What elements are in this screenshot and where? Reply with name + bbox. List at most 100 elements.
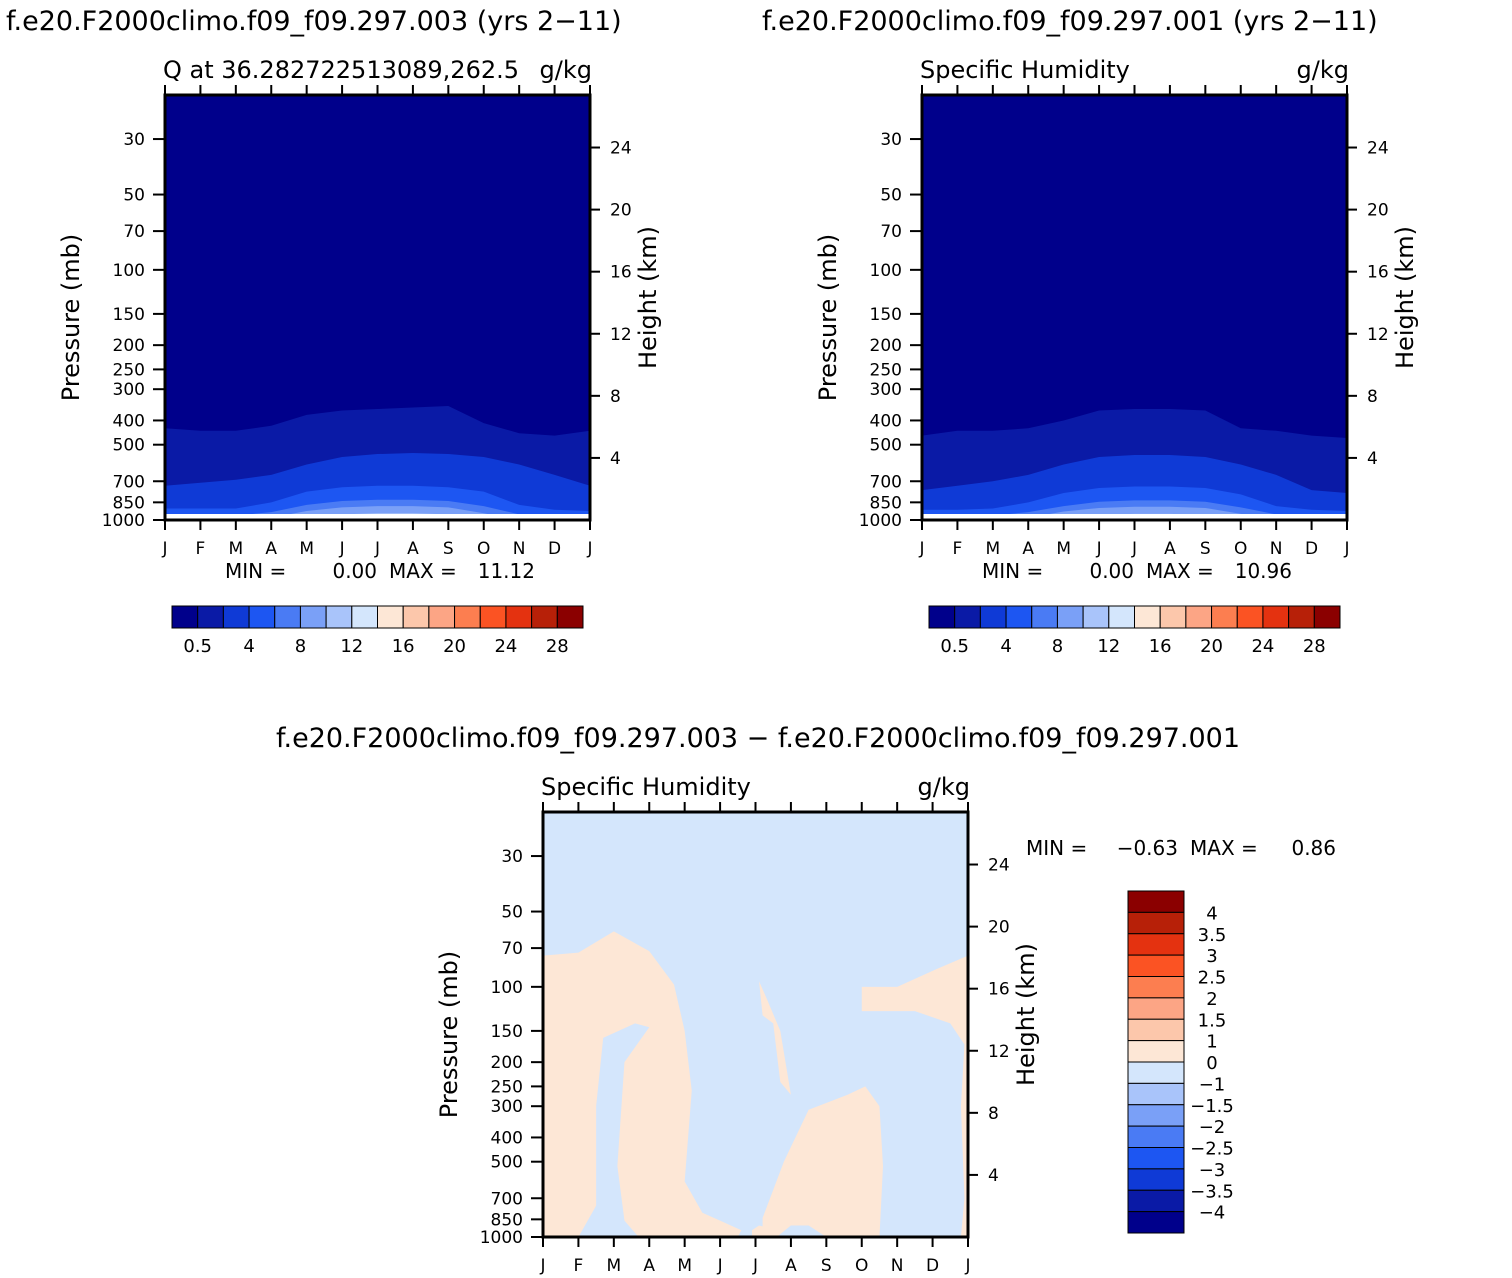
contour-band-positive: [762, 1086, 883, 1237]
colorbar-swatch: [274, 605, 301, 629]
x-tick-label: M: [1056, 539, 1071, 559]
min-value: 0.00: [1089, 559, 1134, 583]
pressure-tick-label: 50: [880, 186, 902, 206]
panel-subtitle: Q at 36.282722513089,262.5: [163, 56, 519, 84]
height-tick-label: 4: [1367, 449, 1378, 469]
pressure-tick-label: 30: [501, 847, 523, 867]
colorbar-swatch: [377, 605, 404, 629]
colorbar-swatch: [1127, 1040, 1185, 1063]
colorbar-swatch: [171, 605, 199, 629]
colorbar-label: 8: [295, 636, 306, 657]
y-axis-right-label: Height (km): [1391, 226, 1419, 369]
pressure-tick-label: 250: [491, 1077, 523, 1097]
pressure-tick-label: 850: [113, 493, 145, 513]
pressure-tick-label: 850: [491, 1210, 523, 1230]
colorbar-label: 0.5: [183, 636, 212, 657]
pressure-tick-label: 100: [491, 978, 523, 998]
x-tick-label: J: [1343, 539, 1349, 559]
max-value: 11.12: [478, 559, 535, 583]
colorbar-swatch: [222, 605, 250, 629]
x-tick-label: J: [918, 539, 924, 559]
colorbar-swatch: [1288, 605, 1315, 629]
pressure-tick-label: 700: [113, 472, 145, 492]
x-tick-label: F: [574, 1256, 584, 1276]
pressure-tick-label: 70: [880, 222, 902, 242]
colorbar-swatch: [325, 605, 353, 629]
colorbar-swatch: [979, 605, 1007, 629]
height-axis: 24 20 16 12 8 4: [590, 139, 632, 469]
min-label: MIN =: [225, 559, 286, 583]
colorbar-label: 20: [1200, 636, 1223, 657]
height-tick-label: 20: [610, 201, 632, 221]
colorbar-label: −3: [1199, 1160, 1226, 1181]
surface-mask: [165, 514, 590, 520]
x-tick-label: J: [586, 539, 592, 559]
min-value: 0.00: [332, 559, 377, 583]
pressure-tick-label: 100: [113, 261, 145, 281]
colorbar-label: −2.5: [1190, 1139, 1234, 1160]
colorbar-label: 0: [1206, 1053, 1217, 1074]
contour-band-positive: [861, 955, 968, 1237]
pressure-tick-label: 850: [870, 493, 902, 513]
colorbar-swatch: [1159, 605, 1187, 629]
x-tick-label: J: [374, 539, 380, 559]
x-tick-label: N: [891, 1256, 904, 1276]
colorbar-swatch: [1082, 605, 1110, 629]
colorbar-label: 16: [392, 636, 415, 657]
pressure-tick-label: 300: [870, 380, 902, 400]
x-tick-label: J: [964, 1256, 970, 1276]
colorbar-swatch: [1127, 976, 1185, 999]
colorbar-label: 12: [340, 636, 363, 657]
colorbar-swatch: [1127, 997, 1185, 1020]
units-label: g/kg: [540, 56, 592, 84]
pressure-tick-label: 700: [491, 1189, 523, 1209]
pressure-tick-label: 50: [123, 186, 145, 206]
colorbar-label: 4: [243, 636, 254, 657]
height-tick-label: 12: [1367, 325, 1389, 345]
colorbar-swatch: [1127, 1125, 1185, 1148]
y-axis-label: Pressure (mb): [814, 234, 842, 401]
x-tick-label: A: [785, 1256, 797, 1276]
colorbar-swatch: [1127, 1104, 1185, 1127]
pressure-tick-label: 150: [113, 305, 145, 325]
colorbar-label: −2: [1199, 1117, 1226, 1138]
colorbar-swatch: [479, 605, 507, 629]
colorbar-swatch: [1127, 954, 1185, 977]
x-tick-label: A: [1164, 539, 1176, 559]
x-tick-label: D: [548, 539, 561, 559]
colorbar-label: 1.5: [1198, 1010, 1227, 1031]
y-axis-right-label: Height (km): [634, 226, 662, 369]
colorbar-label: 16: [1149, 636, 1172, 657]
height-tick-label: 24: [988, 856, 1010, 876]
units-label: g/kg: [918, 773, 970, 801]
colorbar-label: 20: [443, 636, 466, 657]
x-tick-label: F: [196, 539, 206, 559]
x-tick-label: S: [821, 1256, 832, 1276]
pressure-tick-label: 400: [870, 411, 902, 431]
colorbar-swatch: [1127, 1018, 1185, 1042]
units-label: g/kg: [1297, 56, 1349, 84]
colorbar-label: 8: [1052, 636, 1063, 657]
x-tick-label: M: [299, 539, 314, 559]
chart-3-title: f.e20.F2000climo.f09_f09.297.003 − f.e20…: [276, 723, 1240, 754]
height-tick-label: 8: [1367, 387, 1378, 407]
height-tick-label: 8: [988, 1104, 999, 1124]
colorbar-swatch: [1056, 605, 1084, 629]
height-tick-label: 24: [610, 139, 632, 159]
colorbar-swatch: [1031, 605, 1058, 629]
colorbar-swatch: [428, 605, 456, 629]
colorbar: 0.5 4 8 12 16 20 24 28: [171, 605, 584, 657]
x-tick-label: J: [339, 539, 345, 559]
colorbar-swatch: [1127, 1061, 1185, 1084]
y-axis-right-label: Height (km): [1012, 943, 1040, 1086]
pressure-tick-label: 150: [870, 305, 902, 325]
colorbar-label: 3.5: [1198, 925, 1227, 946]
height-tick-label: 20: [988, 918, 1010, 938]
max-label: MAX =: [1190, 836, 1258, 860]
x-tick-label: N: [1270, 539, 1283, 559]
colorbar-swatch: [1185, 605, 1213, 629]
pressure-tick-label: 700: [870, 472, 902, 492]
